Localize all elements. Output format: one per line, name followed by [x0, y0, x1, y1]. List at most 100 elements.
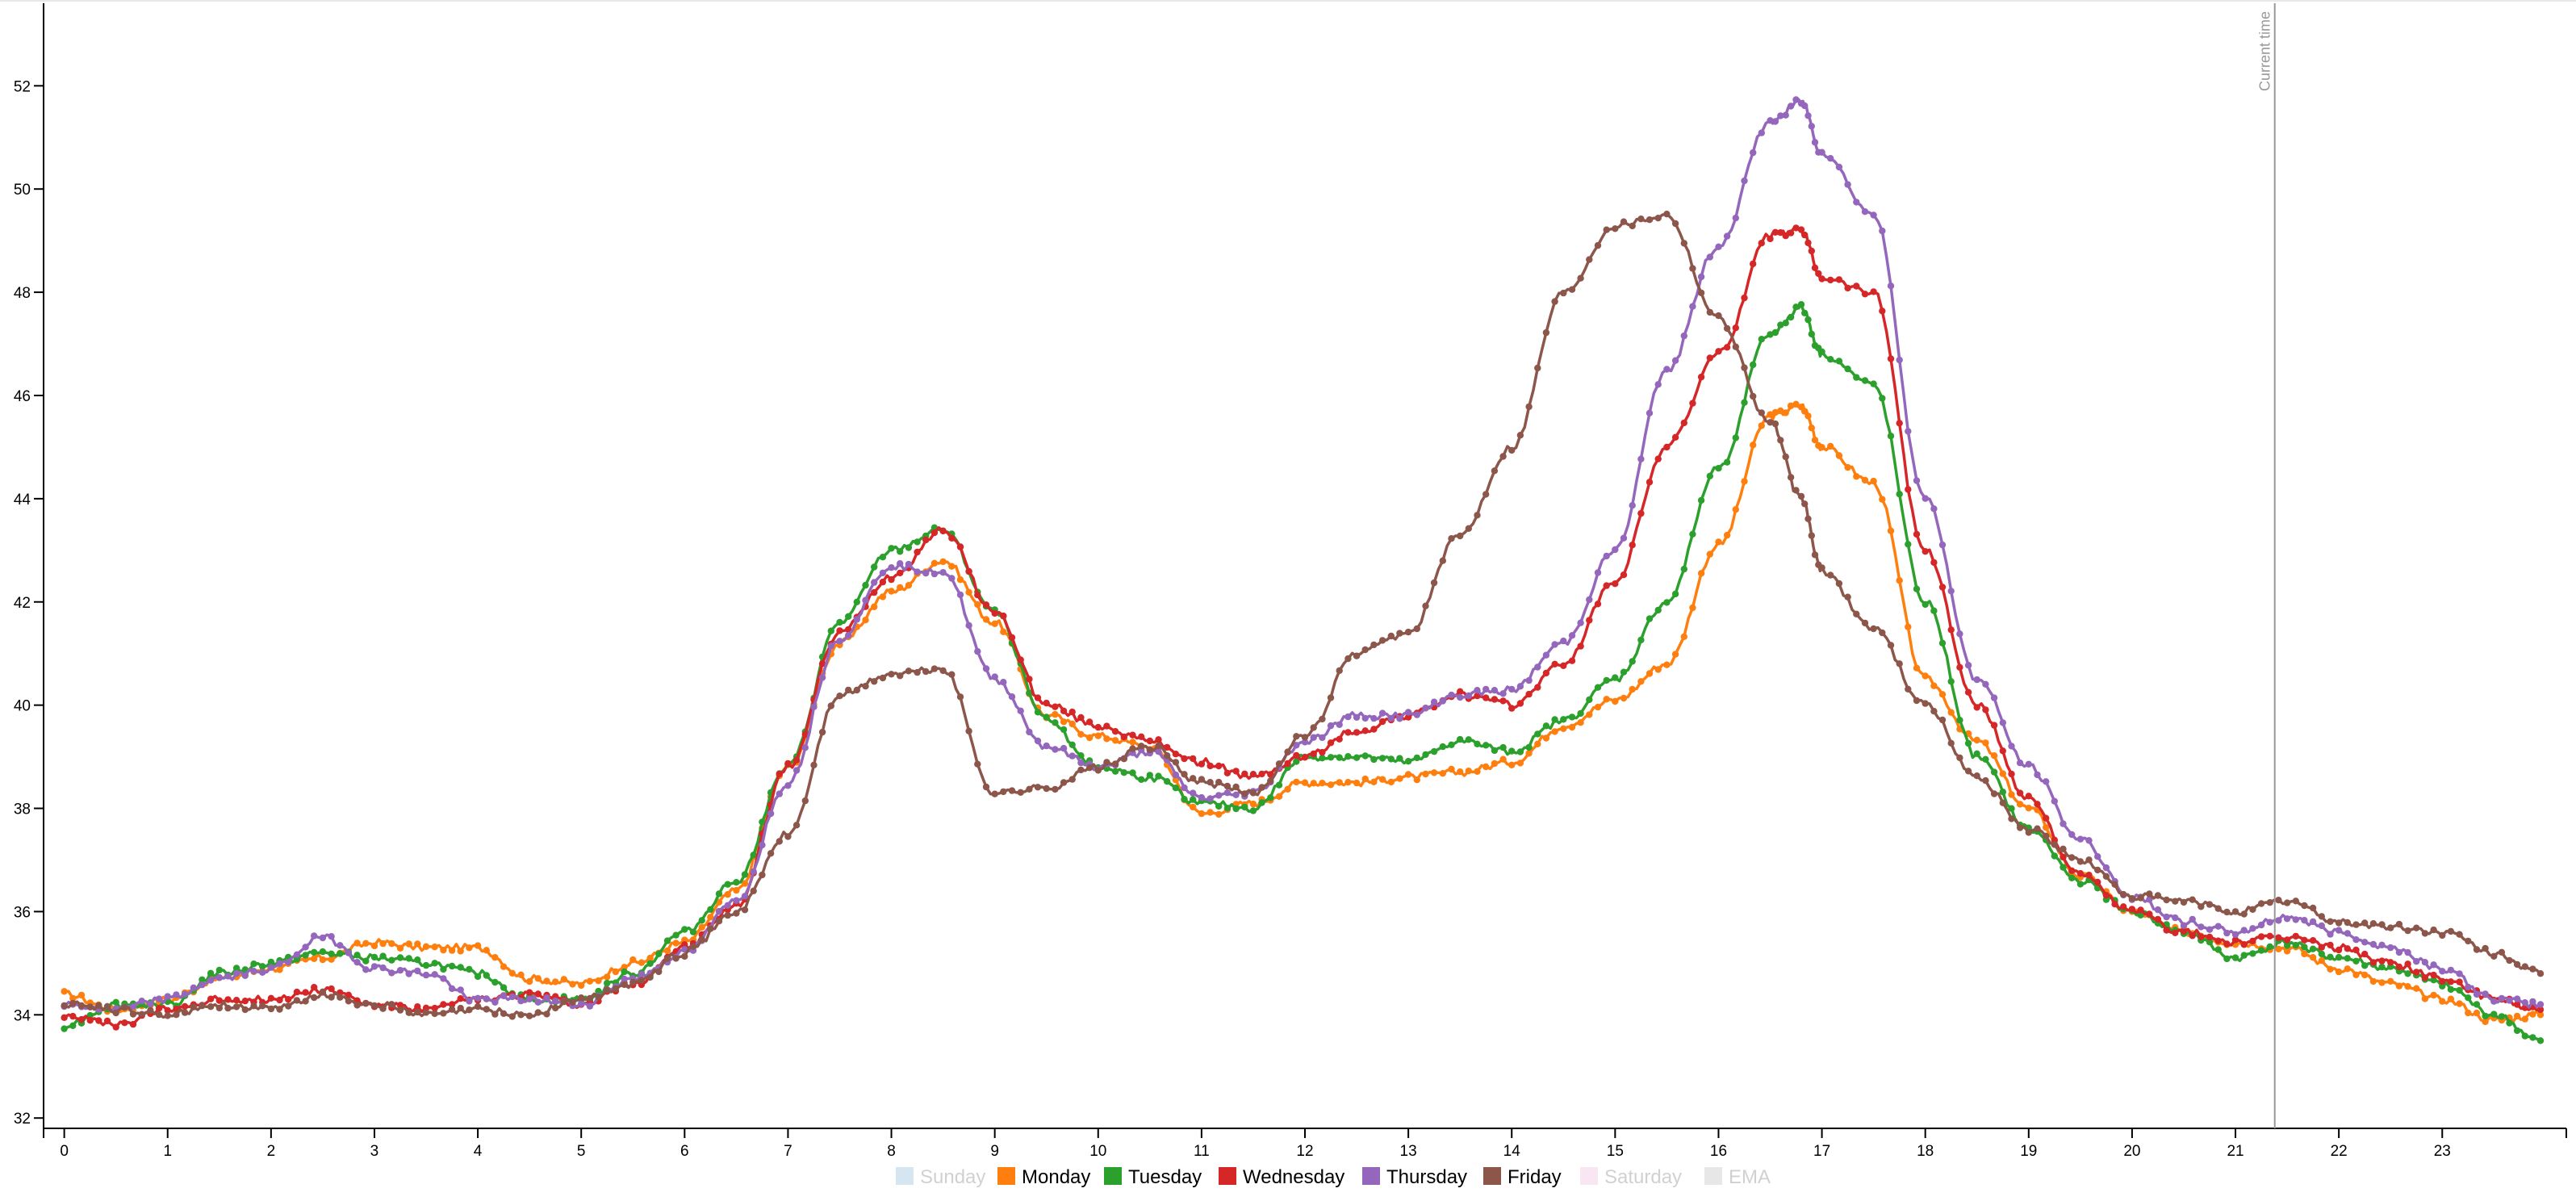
data-point — [1284, 785, 1291, 793]
data-point — [2352, 946, 2360, 954]
data-point — [2008, 770, 2015, 778]
data-point — [1811, 551, 1819, 559]
data-point — [1232, 783, 1240, 791]
data-point — [2266, 919, 2273, 926]
data-point — [138, 1011, 145, 1018]
legend-item-thursday[interactable]: Thursday — [1362, 1166, 1467, 1188]
data-point — [173, 1011, 180, 1019]
data-point — [525, 989, 533, 996]
data-point — [629, 978, 637, 986]
data-point — [1000, 788, 1007, 796]
series-friday[interactable] — [61, 211, 2545, 1020]
data-point — [232, 997, 240, 1004]
legend: Sunday Monday Tuesday Wednesday Thursday Frid… — [896, 1166, 1771, 1188]
data-point — [1568, 632, 1576, 639]
data-point — [956, 591, 964, 599]
data-point — [638, 959, 646, 966]
data-point — [2465, 937, 2472, 945]
y-tick-label: 34 — [14, 1007, 31, 1024]
data-point — [1267, 794, 1274, 801]
data-point — [2301, 902, 2308, 910]
data-point — [431, 1010, 438, 1018]
data-point — [1787, 229, 1795, 236]
data-point — [1026, 728, 1033, 736]
data-point — [827, 642, 835, 650]
legend-item-wednesday[interactable]: Wednesday — [1219, 1166, 1344, 1188]
data-point — [1448, 741, 1455, 748]
data-point — [2275, 917, 2282, 924]
data-point — [2016, 824, 2024, 831]
data-point — [345, 991, 353, 999]
data-point — [1060, 707, 1068, 714]
data-point — [1787, 103, 1795, 110]
data-point — [1474, 512, 1481, 519]
data-point — [905, 544, 913, 551]
data-point — [1404, 771, 1412, 778]
data-point — [2231, 936, 2239, 944]
data-point — [2068, 874, 2076, 882]
data-point — [2344, 945, 2351, 952]
data-point — [77, 1015, 86, 1023]
data-point — [1964, 688, 1972, 696]
data-point — [1190, 775, 1197, 782]
data-point — [1232, 791, 1240, 798]
data-point — [2008, 805, 2015, 812]
data-point — [1198, 793, 1206, 801]
data-point — [311, 994, 318, 1002]
legend-item-tuesday[interactable]: Tuesday — [1104, 1166, 1202, 1188]
data-point — [698, 923, 705, 931]
data-point — [1577, 719, 1584, 726]
data-point — [1215, 762, 1223, 770]
data-point — [1896, 356, 1903, 364]
data-point — [1542, 722, 1550, 730]
data-point — [1215, 778, 1223, 786]
data-point — [1577, 709, 1584, 718]
data-point — [1999, 789, 2006, 796]
data-point — [1835, 163, 1843, 171]
data-point — [1215, 810, 1223, 818]
data-point — [1077, 759, 1085, 767]
data-point — [370, 1002, 378, 1010]
data-point — [2447, 978, 2455, 985]
data-point — [2335, 946, 2343, 954]
legend-item-friday[interactable]: Friday — [1483, 1166, 1562, 1188]
data-point — [2344, 955, 2351, 962]
data-point — [2146, 910, 2153, 918]
data-point — [483, 1006, 490, 1013]
data-point — [129, 1011, 137, 1018]
data-point — [2189, 896, 2196, 903]
legend-item-ema[interactable]: EMA — [1704, 1166, 1771, 1188]
data-point — [956, 576, 964, 584]
y-tick-label: 40 — [14, 698, 31, 715]
data-point — [2120, 903, 2127, 910]
data-point — [1938, 691, 1947, 698]
data-point — [1190, 803, 1197, 811]
data-point — [1741, 399, 1748, 406]
x-tick-label: 21 — [2227, 1143, 2244, 1160]
data-point — [388, 1001, 395, 1008]
data-point — [2060, 853, 2067, 861]
data-point — [2223, 940, 2231, 948]
data-point — [1413, 754, 1421, 762]
data-point — [534, 998, 542, 1006]
legend-item-saturday[interactable]: Saturday — [1580, 1166, 1682, 1188]
data-point — [422, 961, 430, 969]
data-point — [2128, 906, 2136, 913]
data-point — [1990, 752, 1998, 760]
series-thursday[interactable] — [61, 96, 2545, 1014]
series-wednesday[interactable] — [61, 224, 2545, 1031]
data-point — [1930, 682, 1938, 689]
data-point — [792, 756, 801, 764]
data-point — [1413, 776, 1421, 784]
data-point — [663, 955, 671, 962]
data-point — [2482, 990, 2489, 998]
legend-item-monday[interactable]: Monday — [997, 1166, 1090, 1188]
data-point — [1913, 664, 1921, 672]
data-point — [1879, 629, 1886, 637]
data-point — [1758, 409, 1765, 416]
legend-item-sunday[interactable]: Sunday — [896, 1166, 985, 1188]
data-point — [1594, 703, 1602, 711]
data-point — [2361, 971, 2369, 979]
data-point — [1422, 751, 1429, 759]
data-point — [2456, 986, 2463, 994]
